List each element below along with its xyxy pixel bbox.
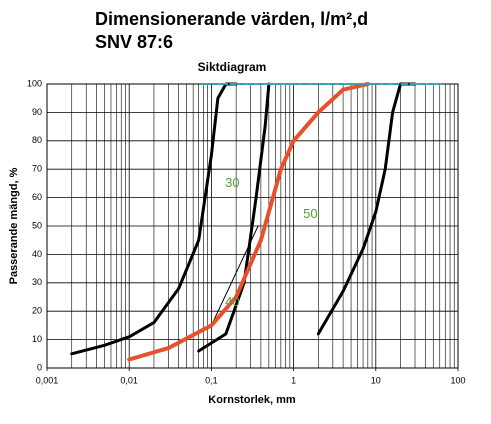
x-tick-label: 10 bbox=[371, 375, 381, 385]
y-tick-label: 20 bbox=[32, 306, 42, 316]
y-tick-label: 70 bbox=[32, 164, 42, 174]
chart-subtitle: Siktdiagram bbox=[198, 60, 267, 74]
y-tick-label: 10 bbox=[32, 334, 42, 344]
x-tick-label: 0,01 bbox=[120, 375, 138, 385]
y-axis-label: Passerande mängd, % bbox=[8, 167, 20, 284]
annotation: 40 bbox=[225, 294, 239, 309]
y-tick-label: 0 bbox=[37, 362, 42, 372]
y-tick-label: 30 bbox=[32, 277, 42, 287]
series-line bbox=[127, 82, 370, 362]
y-tick-label: 40 bbox=[32, 249, 42, 259]
y-tick-label: 60 bbox=[32, 192, 42, 202]
x-tick-label: 0,1 bbox=[205, 375, 218, 385]
annotation: 50 bbox=[303, 206, 317, 221]
x-tick-label: 100 bbox=[450, 375, 465, 385]
series-line bbox=[316, 82, 417, 336]
series-line bbox=[197, 82, 271, 353]
y-tick-label: 90 bbox=[32, 107, 42, 117]
x-axis-label: Kornstorlek, mm bbox=[208, 394, 296, 406]
y-tick-label: 80 bbox=[32, 135, 42, 145]
y-tick-label: 50 bbox=[32, 220, 42, 230]
annotation: 30 bbox=[225, 175, 239, 190]
y-tick-label: 100 bbox=[27, 78, 42, 88]
series-line bbox=[70, 82, 238, 356]
x-tick-label: 0,001 bbox=[36, 375, 59, 385]
x-tick-label: 1 bbox=[291, 375, 296, 385]
series-line bbox=[210, 225, 259, 326]
chart-title: Dimensionerande värden, l/m²,d bbox=[95, 9, 368, 29]
chart-title: SNV 87:6 bbox=[95, 32, 173, 52]
